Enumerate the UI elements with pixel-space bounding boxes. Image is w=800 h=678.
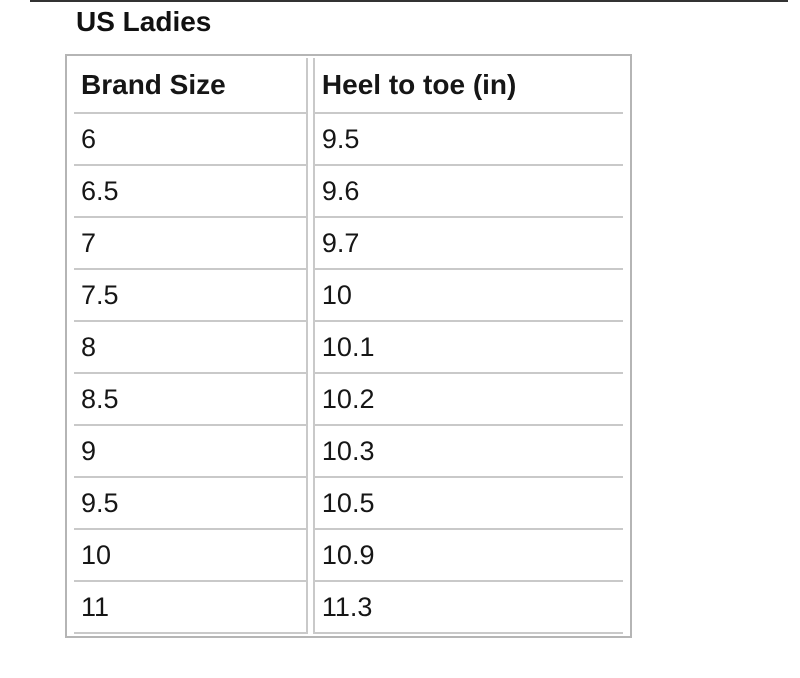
heel-to-toe-cell: 9.5 xyxy=(312,114,623,166)
heel-to-toe-cell: 11.3 xyxy=(312,582,623,634)
brand-size-cell: 7.5 xyxy=(74,270,308,322)
heel-to-toe-cell: 10.1 xyxy=(312,322,623,374)
table-header-row: Brand Size Heel to toe (in) xyxy=(74,58,623,114)
page-title: US Ladies xyxy=(76,6,212,37)
table-row: 6.5 9.6 xyxy=(74,166,623,218)
table-row: 6 9.5 xyxy=(74,114,623,166)
table-row: 10 10.9 xyxy=(74,530,623,582)
heel-to-toe-cell: 10.9 xyxy=(312,530,623,582)
brand-size-cell: 6.5 xyxy=(74,166,308,218)
heel-to-toe-cell: 9.6 xyxy=(312,166,623,218)
brand-size-cell: 9.5 xyxy=(74,478,308,530)
table-body: 6 9.5 6.5 9.6 7 9.7 7.5 10 8 10.1 8.5 10.2 9 10.3 9.5 1… xyxy=(74,114,623,634)
heel-to-toe-cell: 9.7 xyxy=(312,218,623,270)
brand-size-cell: 10 xyxy=(74,530,308,582)
brand-size-cell: 7 xyxy=(74,218,308,270)
table-row: 11 11.3 xyxy=(74,582,623,634)
heel-to-toe-cell: 10 xyxy=(312,270,623,322)
brand-size-cell: 11 xyxy=(74,582,308,634)
brand-size-cell: 8.5 xyxy=(74,374,308,426)
table-row: 9 10.3 xyxy=(74,426,623,478)
brand-size-cell: 6 xyxy=(74,114,308,166)
brand-size-cell: 8 xyxy=(74,322,308,374)
heel-to-toe-cell: 10.2 xyxy=(312,374,623,426)
top-rule-line xyxy=(30,0,788,2)
size-table-container: Brand Size Heel to toe (in) 6 9.5 6.5 9.6 7 9… xyxy=(65,54,632,638)
size-table: Brand Size Heel to toe (in) 6 9.5 6.5 9.6 7 9… xyxy=(69,58,628,634)
table-row: 9.5 10.5 xyxy=(74,478,623,530)
column-header-heel-to-toe: Heel to toe (in) xyxy=(312,58,623,114)
heel-to-toe-cell: 10.5 xyxy=(312,478,623,530)
brand-size-cell: 9 xyxy=(74,426,308,478)
column-header-brand-size: Brand Size xyxy=(74,58,308,114)
table-row: 8.5 10.2 xyxy=(74,374,623,426)
table-row: 8 10.1 xyxy=(74,322,623,374)
heel-to-toe-cell: 10.3 xyxy=(312,426,623,478)
table-row: 7 9.7 xyxy=(74,218,623,270)
table-row: 7.5 10 xyxy=(74,270,623,322)
